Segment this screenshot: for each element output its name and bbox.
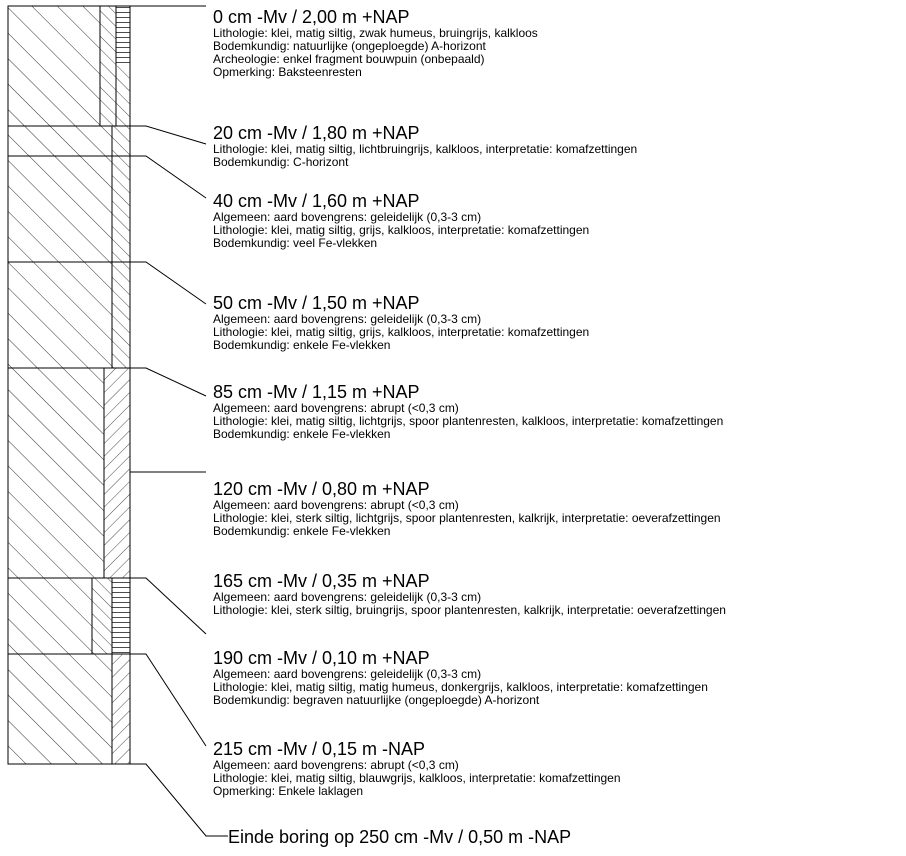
layer-line: Lithologie: klei, matig siltig, grijs, k… [213,325,590,339]
leader-line-3 [130,261,207,305]
layer-heading: 20 cm -Mv / 1,80 m +NAP [213,123,420,143]
column-segment-3 [7,261,131,369]
layer-heading: 120 cm -Mv / 0,80 m +NAP [213,479,430,499]
layer-heading: 215 cm -Mv / 0,15 m -NAP [213,739,426,759]
column-segment-0 [7,5,131,127]
layer-line: Lithologie: klei, matig siltig, grijs, k… [213,223,590,237]
layer-5: 120 cm -Mv / 0,80 m +NAP Algemeen: aard … [213,480,903,538]
layer-line: Bodemkundig: natuurlijke (ongeploegde) A… [213,39,486,53]
layer-line: Archeologie: enkel fragment bouwpuin (on… [213,52,485,66]
layer-line: Algemeen: aard bovengrens: geleidelijk (… [213,667,482,681]
column-segment-4 [7,367,131,579]
end-of-boring-label: Einde boring op 250 cm -Mv / 0,50 m -NAP [228,827,572,847]
layer-line: Algemeen: aard bovengrens: geleidelijk (… [213,312,482,326]
layer-8: 215 cm -Mv / 0,15 m -NAP Algemeen: aard … [213,740,903,798]
layer-heading: 40 cm -Mv / 1,60 m +NAP [213,191,420,211]
column-segment-2 [7,155,131,263]
layer-line: Algemeen: aard bovengrens: abrupt (<0,3 … [213,401,459,415]
layer-heading: 50 cm -Mv / 1,50 m +NAP [213,293,420,313]
layer-3: 50 cm -Mv / 1,50 m +NAP Algemeen: aard b… [213,294,903,352]
layer-2: 40 cm -Mv / 1,60 m +NAP Algemeen: aard b… [213,192,903,250]
layer-line: Bodemkundig: veel Fe-vlekken [213,236,378,250]
layer-line: Lithologie: klei, matig siltig, lichtbru… [213,142,638,156]
leader-lines [130,5,228,837]
leader-line-2 [130,155,207,199]
layer-line: Algemeen: aard bovengrens: geleidelijk (… [213,210,482,224]
layer-line: Opmerking: Baksteenresten [213,65,362,79]
layer-line: Algemeen: aard bovengrens: abrupt (<0,3 … [213,498,459,512]
column-segment-1 [7,125,131,157]
leader-line-4 [130,367,207,397]
layer-line: Algemeen: aard bovengrens: abrupt (<0,3 … [213,758,459,772]
leader-line-8 [130,763,228,837]
layer-heading: 190 cm -Mv / 0,10 m +NAP [213,648,430,668]
leader-line-6 [130,577,207,635]
layer-line: Lithologie: klei, matig siltig, zwak hum… [213,26,538,40]
layer-0: 0 cm -Mv / 2,00 m +NAP Lithologie: klei,… [213,8,903,79]
layer-line: Bodemkundig: enkele Fe-vlekken [213,338,391,352]
layer-line: Opmerking: Enkele laklagen [213,784,364,798]
layer-line: Lithologie: klei, matig siltig, blauwgri… [213,771,621,785]
layer-heading: 0 cm -Mv / 2,00 m +NAP [213,7,410,27]
layer-7: 190 cm -Mv / 0,10 m +NAP Algemeen: aard … [213,649,903,707]
layer-line: Lithologie: klei, matig siltig, matig hu… [213,680,708,694]
layer-line: Lithologie: klei, sterk siltig, lichtgri… [213,511,721,525]
layer-line: Bodemkundig: enkele Fe-vlekken [213,427,391,441]
layer-line: Lithologie: klei, matig siltig, lichtgri… [213,414,724,428]
layer-heading: 85 cm -Mv / 1,15 m +NAP [213,382,420,402]
leader-line-1 [130,125,207,145]
layer-line: Bodemkundig: C-horizont [213,155,349,169]
leader-line-7 [130,653,207,747]
layer-line: Bodemkundig: begraven natuurlijke (ongep… [213,693,540,707]
layer-heading: 165 cm -Mv / 0,35 m +NAP [213,571,430,591]
layer-6: 165 cm -Mv / 0,35 m +NAP Algemeen: aard … [213,572,903,617]
layer-1: 20 cm -Mv / 1,80 m +NAP Lithologie: klei… [213,124,903,169]
layer-line: Bodemkundig: enkele Fe-vlekken [213,524,391,538]
layer-line: Algemeen: aard bovengrens: geleidelijk (… [213,590,482,604]
column-segment-5 [7,577,131,655]
layer-line: Lithologie: klei, sterk siltig, bruingri… [213,603,726,617]
column-segment-6 [7,653,131,765]
layer-4: 85 cm -Mv / 1,15 m +NAP Algemeen: aard b… [213,383,903,441]
